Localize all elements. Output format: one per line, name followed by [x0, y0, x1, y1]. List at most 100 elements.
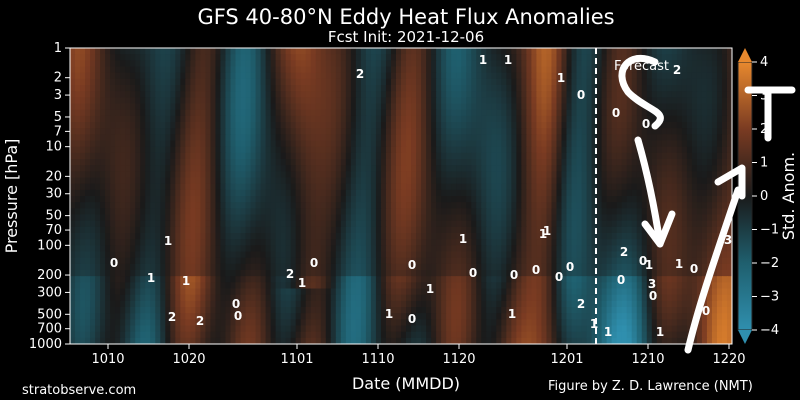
heatmap-cell	[581, 60, 588, 68]
heatmap-cell	[390, 97, 397, 105]
heatmap-cell	[280, 85, 287, 92]
heatmap-cell	[591, 72, 598, 80]
heatmap-cell	[591, 239, 598, 246]
heatmap-cell	[310, 171, 317, 179]
heatmap-cell	[330, 66, 337, 74]
heatmap-cell	[596, 257, 603, 265]
heatmap-cell	[70, 78, 76, 86]
heatmap-cell	[501, 54, 507, 61]
heatmap-cell	[290, 54, 297, 61]
heatmap-cell	[441, 263, 447, 271]
heatmap-cell	[476, 48, 482, 55]
heatmap-cell	[696, 134, 703, 142]
heatmap-cell	[436, 152, 442, 160]
heatmap-cell	[215, 152, 222, 160]
heatmap-cell	[606, 91, 613, 98]
heatmap-cell	[471, 189, 477, 197]
heatmap-cell	[160, 134, 166, 142]
heatmap-cell	[260, 66, 267, 74]
heatmap-cell	[155, 239, 161, 246]
heatmap-cell	[170, 189, 176, 197]
heatmap-cell	[606, 72, 613, 80]
heatmap-cell	[105, 109, 111, 117]
heatmap-cell	[175, 122, 181, 129]
heatmap-cell	[716, 257, 723, 265]
heatmap-cell	[105, 276, 111, 283]
heatmap-cell	[411, 251, 417, 259]
heatmap-cell	[135, 109, 141, 117]
heatmap-cell	[355, 239, 362, 246]
heatmap-cell	[275, 263, 282, 271]
heatmap-cell	[461, 91, 467, 98]
heatmap-cell	[716, 122, 723, 129]
heatmap-cell	[531, 140, 538, 148]
heatmap-cell	[581, 189, 588, 197]
heatmap-cell	[401, 245, 407, 253]
heatmap-cell	[656, 171, 663, 179]
heatmap-cell	[205, 140, 212, 148]
heatmap-cell	[621, 122, 628, 129]
heatmap-cell	[536, 208, 543, 216]
heatmap-cell	[325, 97, 332, 105]
heatmap-cell	[726, 226, 732, 234]
heatmap-cell	[491, 85, 497, 92]
heatmap-cell	[666, 189, 673, 197]
heatmap-cell	[541, 239, 548, 246]
heatmap-cell	[401, 239, 407, 246]
heatmap-cell	[646, 251, 653, 259]
heatmap-cell	[626, 177, 633, 185]
heatmap-cell	[561, 208, 568, 216]
heatmap-cell	[451, 48, 457, 55]
heatmap-cell	[100, 122, 106, 129]
heatmap-cell	[265, 72, 272, 80]
heatmap-cell	[140, 91, 146, 98]
heatmap-cell	[436, 196, 442, 203]
heatmap-cell	[616, 97, 623, 105]
heatmap-cell	[350, 128, 357, 135]
heatmap-cell	[235, 276, 242, 283]
heatmap-cell	[350, 66, 357, 74]
heatmap-cell	[651, 66, 658, 74]
heatmap-cell	[105, 208, 111, 216]
heatmap-cell	[636, 128, 643, 135]
heatmap-cell	[355, 103, 362, 111]
heatmap-cell	[270, 159, 277, 166]
heatmap-cell	[436, 109, 442, 117]
heatmap-cell	[150, 146, 156, 154]
heatmap-cell	[145, 245, 151, 253]
heatmap-cell	[536, 72, 543, 80]
heatmap-cell	[711, 103, 718, 111]
heatmap-cell	[95, 48, 101, 55]
heatmap-cell	[195, 196, 201, 203]
heatmap-cell	[135, 276, 141, 283]
heatmap-cell	[390, 54, 397, 61]
heatmap-cell	[666, 91, 673, 98]
heatmap-cell	[666, 165, 673, 172]
heatmap-cell	[180, 78, 186, 86]
heatmap-cell	[260, 54, 267, 61]
heatmap-cell	[345, 146, 352, 154]
heatmap-cell	[325, 128, 332, 135]
heatmap-cell	[140, 85, 146, 92]
heatmap-cell	[390, 146, 397, 154]
heatmap-cell	[576, 109, 583, 117]
heatmap-cell	[290, 214, 297, 222]
heatmap-cell	[175, 239, 181, 246]
heatmap-cell	[125, 165, 131, 172]
heatmap-cell	[611, 270, 618, 277]
heatmap-cell	[70, 208, 76, 216]
heatmap-cell	[300, 177, 307, 185]
heatmap-cell	[330, 78, 337, 86]
heatmap-cell	[110, 91, 116, 98]
heatmap-cell	[280, 109, 287, 117]
heatmap-cell	[380, 276, 387, 283]
heatmap-cell	[566, 196, 573, 203]
heatmap-cell	[511, 226, 517, 234]
heatmap-cell	[115, 72, 121, 80]
heatmap-cell	[365, 146, 372, 154]
heatmap-cell	[120, 263, 126, 271]
heatmap-cell	[100, 115, 106, 123]
heatmap-cell	[380, 214, 387, 222]
heatmap-cell	[476, 214, 482, 222]
heatmap-cell	[170, 233, 176, 240]
